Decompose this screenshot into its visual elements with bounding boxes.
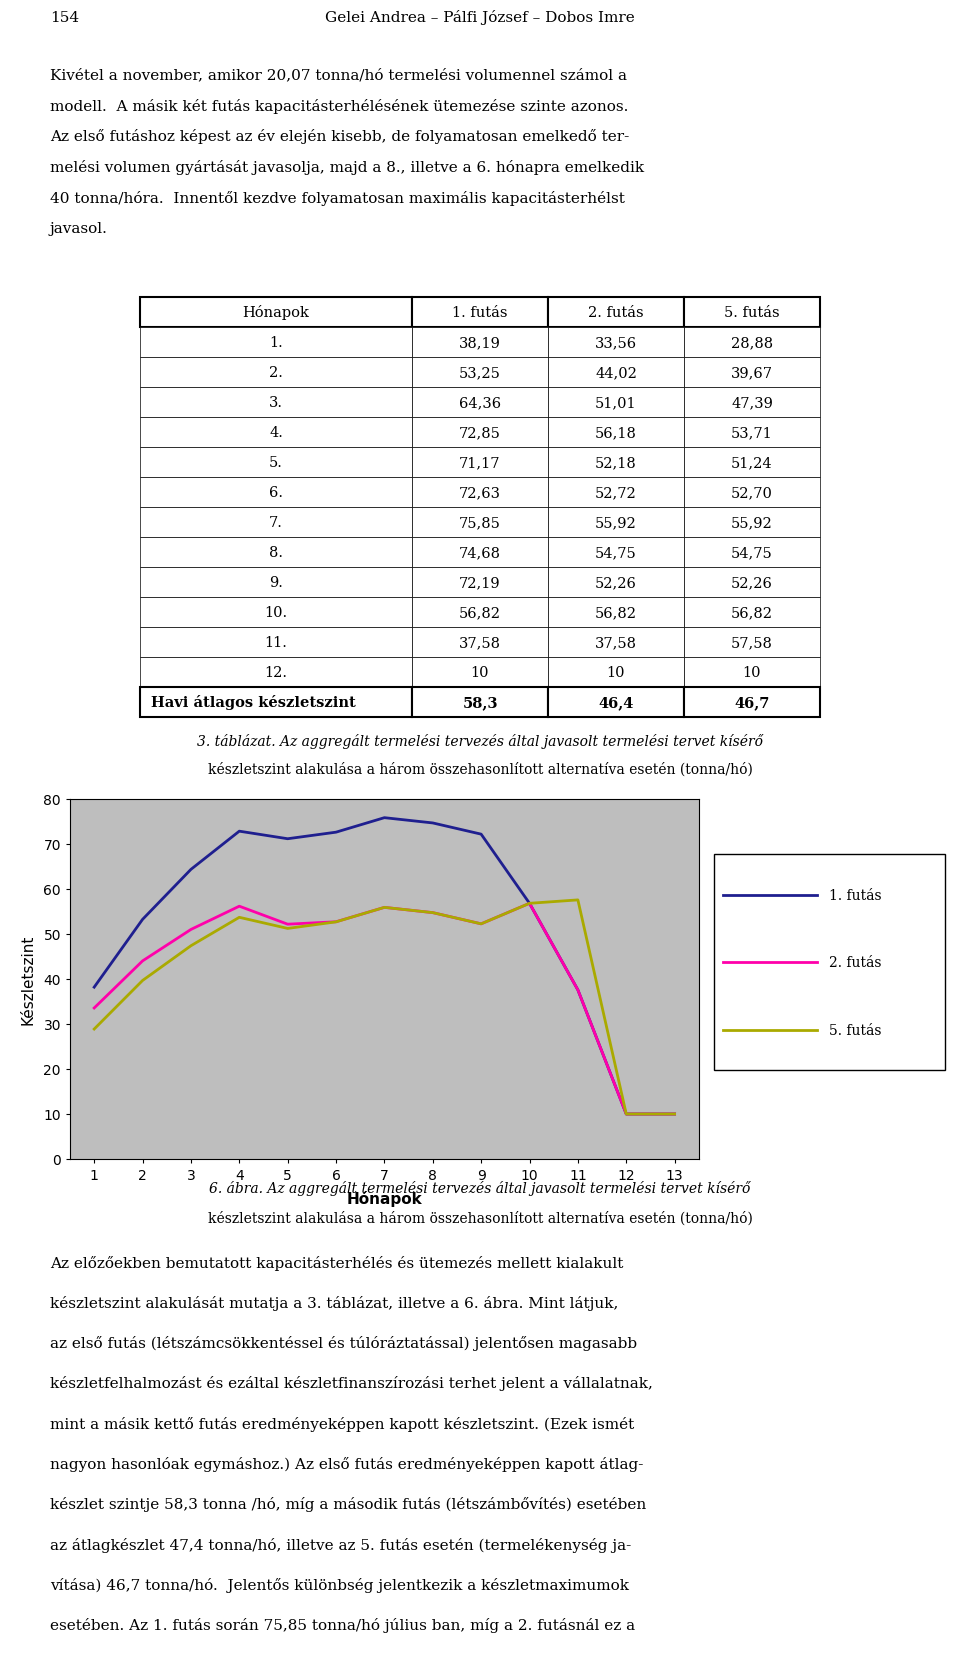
Text: készletszint alakulása a három összehasonlított alternatíva esetén (tonna/hó): készletszint alakulása a három összehaso…: [207, 1211, 753, 1225]
Text: az átlagkészlet 47,4 tonna/hó, illetve az 5. futás esetén (termelékenység ja-: az átlagkészlet 47,4 tonna/hó, illetve a…: [50, 1537, 632, 1552]
Text: vítása) 46,7 tonna/hó.  Jelentős különbség jelentkezik a készletmaximumok: vítása) 46,7 tonna/hó. Jelentős különbsé…: [50, 1578, 629, 1593]
Text: melési volumen gyártását javasolja, majd a 8., illetve a 6. hónapra emelkedik: melési volumen gyártását javasolja, majd…: [50, 160, 644, 175]
Text: Az első futáshoz képest az év elején kisebb, de folyamatosan emelkedő ter-: Az első futáshoz képest az év elején kis…: [50, 129, 629, 144]
Y-axis label: Készletszint: Készletszint: [20, 934, 35, 1025]
Text: 5. futás: 5. futás: [829, 1023, 882, 1037]
Text: javasol.: javasol.: [50, 222, 108, 237]
Text: Az előzőekben bemutatott kapacitásterhélés és ütemezés mellett kialakult: Az előzőekben bemutatott kapacitásterhél…: [50, 1255, 623, 1270]
Text: modell.  A másik két futás kapacitásterhélésének ütemezése szinte azonos.: modell. A másik két futás kapacitásterhé…: [50, 99, 629, 114]
FancyBboxPatch shape: [713, 855, 946, 1070]
Text: készletfelhalmozást és ezáltal készletfinanszírozási terhet jelent a vállalatnak: készletfelhalmozást és ezáltal készletfi…: [50, 1376, 653, 1391]
Text: 40 tonna/hóra.  Innentől kezdve folyamatosan maximális kapacitásterhélst: 40 tonna/hóra. Innentől kezdve folyamato…: [50, 192, 625, 207]
Text: nagyon hasonlóak egymáshoz.) Az első futás eredményeképpen kapott átlag-: nagyon hasonlóak egymáshoz.) Az első fut…: [50, 1457, 643, 1472]
X-axis label: Hónapok: Hónapok: [347, 1191, 422, 1206]
Text: 2. futás: 2. futás: [829, 956, 882, 969]
Text: Kivétel a november, amikor 20,07 tonna/hó termelési volumennel számol a: Kivétel a november, amikor 20,07 tonna/h…: [50, 69, 627, 82]
Text: Gelei Andrea – Pálfi József – Dobos Imre: Gelei Andrea – Pálfi József – Dobos Imre: [325, 10, 635, 25]
Text: készlet szintje 58,3 tonna /hó, míg a második futás (létszámbővítés) esetében: készlet szintje 58,3 tonna /hó, míg a má…: [50, 1497, 646, 1512]
Text: készletszint alakulása a három összehasonlított alternatíva esetén (tonna/hó): készletszint alakulása a három összehaso…: [207, 761, 753, 776]
Text: készletszint alakulását mutatja a 3. táblázat, illetve a 6. ábra. Mint látjuk,: készletszint alakulását mutatja a 3. táb…: [50, 1295, 618, 1310]
Text: 6. ábra. Az aggregált termelési tervezés által javasolt termelési tervet kísérő: 6. ábra. Az aggregált termelési tervezés…: [209, 1181, 751, 1196]
Text: 3. táblázat. Az aggregált termelési tervezés által javasolt termelési tervet kís: 3. táblázat. Az aggregált termelési terv…: [197, 734, 763, 749]
Text: 1. futás: 1. futás: [829, 889, 882, 902]
Text: esetében. Az 1. futás során 75,85 tonna/hó július ban, míg a 2. futásnál ez a: esetében. Az 1. futás során 75,85 tonna/…: [50, 1618, 636, 1633]
Text: 154: 154: [50, 10, 79, 25]
Text: mint a másik kettő futás eredményeképpen kapott készletszint. (Ezek ismét: mint a másik kettő futás eredményeképpen…: [50, 1416, 635, 1431]
Text: az első futás (létszámcsökkentéssel és túlóráztatással) jelentősen magasabb: az első futás (létszámcsökkentéssel és t…: [50, 1336, 637, 1351]
